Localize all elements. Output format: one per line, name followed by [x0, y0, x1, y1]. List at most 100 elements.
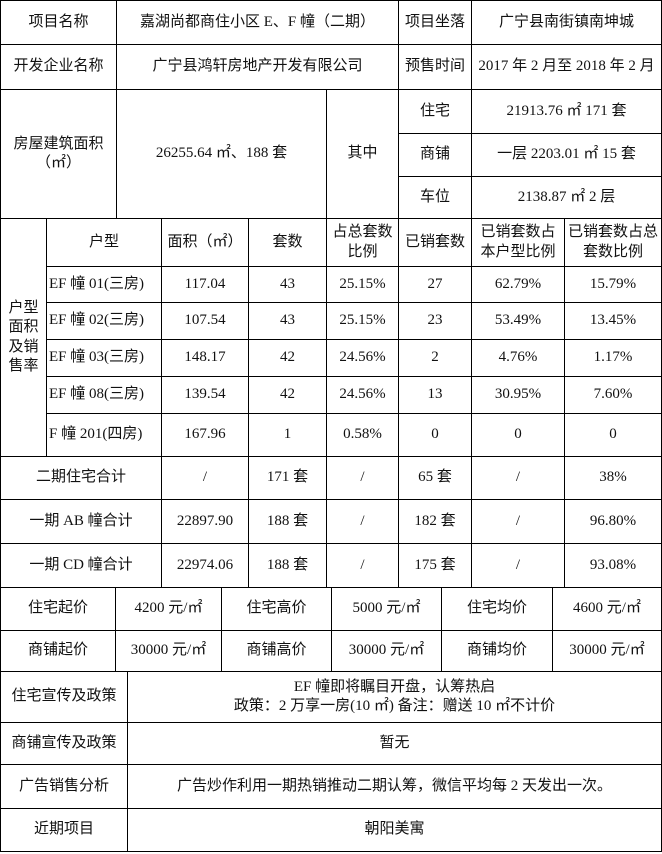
totals-cell: / — [161, 456, 249, 500]
table-cell: 43 — [248, 302, 327, 340]
units-side-label: 户型面积及销售率 — [0, 218, 47, 457]
project-name-label: 项目名称 — [0, 0, 117, 45]
totals-cell: 182 套 — [398, 499, 472, 544]
table-cell: 25.15% — [326, 302, 399, 340]
table-cell: 25.15% — [326, 266, 399, 303]
totals-cell: 22974.06 — [161, 543, 249, 588]
unit-type-cell: F 幢 201(四房) — [46, 413, 162, 457]
area-label: 房屋建筑面积（㎡） — [0, 89, 117, 219]
totals-cell: 96.80% — [564, 499, 662, 544]
text-line: 朝阳美寓 — [364, 821, 425, 838]
note-content: 暂无 — [127, 722, 662, 765]
note-label: 广告销售分析 — [0, 764, 128, 809]
text-line: 广告炒作利用一期热销推动二期认筹，微信平均每 2 天发出一次。 — [176, 777, 612, 794]
totals-label: 二期住宅合计 — [0, 456, 162, 500]
column-header: 已销套数 — [398, 218, 472, 267]
totals-cell: 65 套 — [398, 456, 472, 500]
unit-type-cell: EF 幢 02(三房) — [46, 302, 162, 340]
price-value: 4200 元/㎡ — [115, 587, 222, 631]
price-value: 5000 元/㎡ — [331, 587, 442, 631]
table-cell: 4.76% — [471, 339, 565, 377]
price-label: 商铺高价 — [221, 630, 332, 672]
unit-type-cell: EF 幢 03(三房) — [46, 339, 162, 377]
price-label: 商铺起价 — [0, 630, 116, 672]
totals-cell: / — [471, 499, 565, 544]
table-cell: 7.60% — [564, 376, 662, 414]
totals-cell: 22897.90 — [161, 499, 249, 544]
note-label: 商铺宣传及政策 — [0, 722, 128, 765]
table-cell: 0 — [471, 413, 565, 457]
project-location: 广宁县南街镇南坤城 — [471, 0, 662, 45]
totals-cell: / — [326, 543, 399, 588]
table-cell: 13.45% — [564, 302, 662, 340]
column-header: 面积（㎡） — [161, 218, 249, 267]
price-value: 4600 元/㎡ — [552, 587, 662, 631]
note-content: EF 幢即将瞩目开盘，认筹热启 政策：2 万享一房(10 ㎡) 备注：赠送 10 … — [127, 671, 662, 723]
totals-cell: 171 套 — [248, 456, 327, 500]
totals-cell: / — [471, 456, 565, 500]
table-cell: 43 — [248, 266, 327, 303]
table-cell: 62.79% — [471, 266, 565, 303]
column-header: 套数 — [248, 218, 327, 267]
table-cell: 1 — [248, 413, 327, 457]
price-value: 30000 元/㎡ — [331, 630, 442, 672]
table-cell: 13 — [398, 376, 472, 414]
note-content: 朝阳美寓 — [127, 808, 662, 852]
totals-cell: / — [326, 456, 399, 500]
presale-period: 2017 年 2 月至 2018 年 2 月 — [471, 44, 662, 90]
table-cell: 0.58% — [326, 413, 399, 457]
table-cell: 24.56% — [326, 339, 399, 377]
area-of-which: 其中 — [326, 89, 399, 219]
table-cell: 167.96 — [161, 413, 249, 457]
totals-label: 一期 CD 幢合计 — [0, 543, 162, 588]
column-header: 已销套数占本户型比例 — [471, 218, 565, 267]
table-cell: 139.54 — [161, 376, 249, 414]
column-header: 户型 — [46, 218, 162, 267]
totals-cell: 188 套 — [248, 543, 327, 588]
price-label: 商铺均价 — [441, 630, 553, 672]
table-cell: 117.04 — [161, 266, 249, 303]
totals-cell: 38% — [564, 456, 662, 500]
table-cell: 107.54 — [161, 302, 249, 340]
price-value: 30000 元/㎡ — [115, 630, 222, 672]
area-item-label: 商铺 — [398, 133, 472, 177]
area-item-label: 车位 — [398, 176, 472, 219]
project-location-label: 项目坐落 — [398, 0, 472, 45]
table-cell: 0 — [564, 413, 662, 457]
table-cell: 30.95% — [471, 376, 565, 414]
presale-label: 预售时间 — [398, 44, 472, 90]
note-label: 近期项目 — [0, 808, 128, 852]
totals-label: 一期 AB 幢合计 — [0, 499, 162, 544]
table-cell: 0 — [398, 413, 472, 457]
totals-cell: 188 套 — [248, 499, 327, 544]
table-cell: 148.17 — [161, 339, 249, 377]
column-header: 占总套数比例 — [326, 218, 399, 267]
developer-label: 开发企业名称 — [0, 44, 117, 90]
text-line: 暂无 — [379, 734, 410, 751]
table-cell: 15.79% — [564, 266, 662, 303]
unit-type-cell: EF 幢 08(三房) — [46, 376, 162, 414]
area-item-value: 21913.76 ㎡ 171 套 — [471, 89, 662, 134]
totals-cell: 93.08% — [564, 543, 662, 588]
area-item-value: 一层 2203.01 ㎡ 15 套 — [471, 133, 662, 177]
table-cell: 24.56% — [326, 376, 399, 414]
table-cell: 27 — [398, 266, 472, 303]
project-name: 嘉湖尚都商住小区 E、F 幢（二期） — [116, 0, 399, 45]
table-cell: 2 — [398, 339, 472, 377]
unit-type-cell: EF 幢 01(三房) — [46, 266, 162, 303]
totals-cell: 175 套 — [398, 543, 472, 588]
text-line: EF 幢即将瞩目开盘，认筹热启 — [293, 678, 496, 695]
developer-name: 广宁县鸿轩房地产开发有限公司 — [116, 44, 399, 90]
totals-cell: / — [326, 499, 399, 544]
table-cell: 1.17% — [564, 339, 662, 377]
area-item-value: 2138.87 ㎡ 2 层 — [471, 176, 662, 219]
price-label: 住宅均价 — [441, 587, 553, 631]
note-label: 住宅宣传及政策 — [0, 671, 128, 723]
area-total: 26255.64 ㎡、188 套 — [116, 89, 327, 219]
price-label: 住宅起价 — [0, 587, 116, 631]
price-value: 30000 元/㎡ — [552, 630, 662, 672]
area-item-label: 住宅 — [398, 89, 472, 134]
table-cell: 42 — [248, 339, 327, 377]
price-label: 住宅高价 — [221, 587, 332, 631]
note-content: 广告炒作利用一期热销推动二期认筹，微信平均每 2 天发出一次。 — [127, 764, 662, 809]
